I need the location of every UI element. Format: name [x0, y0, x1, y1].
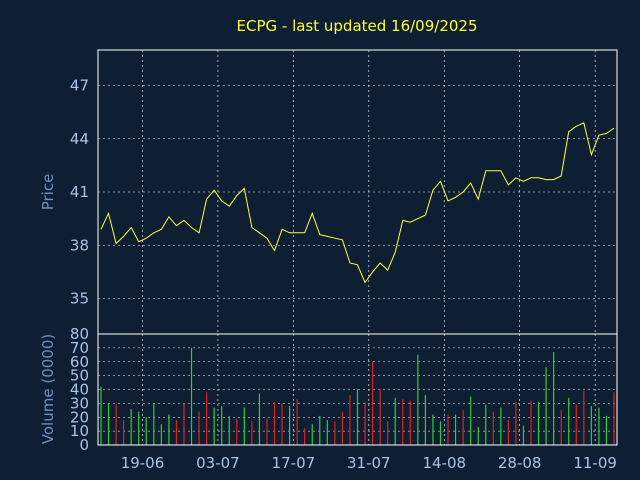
x-tick-label: 31-07 — [347, 454, 391, 472]
x-tick-label: 11-09 — [573, 454, 617, 472]
x-tick-label: 14-08 — [422, 454, 466, 472]
volume-tick-label: 30 — [70, 394, 89, 412]
volume-frame — [97, 333, 618, 446]
volume-bars — [100, 347, 615, 445]
price-tick-label: 44 — [70, 130, 89, 148]
price-axis-title: Price — [39, 174, 57, 211]
volume-tick-label: 10 — [70, 422, 89, 440]
x-axis-ticks: 19-06 03-07 17-07 31-07 14-08 28-08 11-09 — [121, 454, 617, 472]
x-tick-label: 03-07 — [196, 454, 240, 472]
volume-tick-label: 80 — [70, 325, 89, 343]
volume-tick-label: 40 — [70, 381, 89, 399]
x-tick-label: 17-07 — [272, 454, 316, 472]
price-tick-label: 35 — [70, 290, 89, 308]
price-tick-label: 41 — [70, 183, 89, 201]
price-y-ticks: 35 38 41 44 47 — [70, 77, 89, 308]
price-tick-label: 47 — [70, 77, 89, 95]
volume-axis-title: Volume (0000) — [39, 334, 57, 444]
volume-tick-label: 20 — [70, 408, 89, 426]
volume-tick-label: 50 — [70, 367, 89, 385]
price-line — [100, 122, 615, 284]
volume-tick-label: 0 — [79, 436, 89, 454]
x-tick-label: 28-08 — [498, 454, 542, 472]
price-panel: 35 38 41 44 47 Price — [39, 49, 618, 335]
price-tick-label: 38 — [70, 236, 89, 254]
volume-tick-label: 60 — [70, 353, 89, 371]
volume-tick-label: 70 — [70, 339, 89, 357]
price-grid — [98, 50, 617, 334]
chart-title: ECPG - last updated 16/09/2025 — [237, 17, 478, 35]
x-tick-label: 19-06 — [121, 454, 165, 472]
